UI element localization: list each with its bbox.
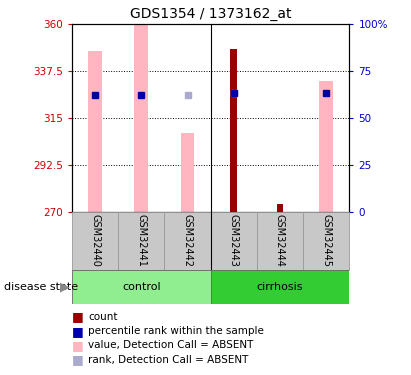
Text: GSM32442: GSM32442: [182, 214, 192, 267]
Bar: [257, 212, 303, 270]
Bar: [211, 212, 257, 270]
Text: ■: ■: [72, 310, 84, 323]
Text: ■: ■: [72, 353, 84, 366]
Text: GSM32445: GSM32445: [321, 214, 331, 267]
Bar: [72, 270, 211, 304]
Text: GSM32440: GSM32440: [90, 214, 100, 267]
Text: percentile rank within the sample: percentile rank within the sample: [88, 326, 264, 336]
Bar: [277, 204, 284, 212]
Bar: [118, 212, 164, 270]
Text: ■: ■: [72, 325, 84, 338]
Bar: [72, 212, 118, 270]
Text: disease state: disease state: [4, 282, 78, 292]
Text: GSM32441: GSM32441: [136, 214, 146, 267]
Bar: [180, 133, 194, 212]
Bar: [211, 270, 349, 304]
Bar: [88, 51, 102, 212]
Text: ▶: ▶: [60, 280, 69, 293]
Text: control: control: [122, 282, 161, 292]
Title: GDS1354 / 1373162_at: GDS1354 / 1373162_at: [130, 7, 291, 21]
Text: GSM32443: GSM32443: [229, 214, 239, 267]
Bar: [319, 81, 333, 212]
Bar: [230, 50, 237, 212]
Text: GSM32444: GSM32444: [275, 214, 285, 267]
Bar: [164, 212, 211, 270]
Text: ■: ■: [72, 339, 84, 352]
Bar: [303, 212, 349, 270]
Bar: [134, 24, 148, 212]
Text: rank, Detection Call = ABSENT: rank, Detection Call = ABSENT: [88, 355, 249, 364]
Text: count: count: [88, 312, 118, 322]
Text: cirrhosis: cirrhosis: [257, 282, 303, 292]
Text: value, Detection Call = ABSENT: value, Detection Call = ABSENT: [88, 340, 254, 350]
